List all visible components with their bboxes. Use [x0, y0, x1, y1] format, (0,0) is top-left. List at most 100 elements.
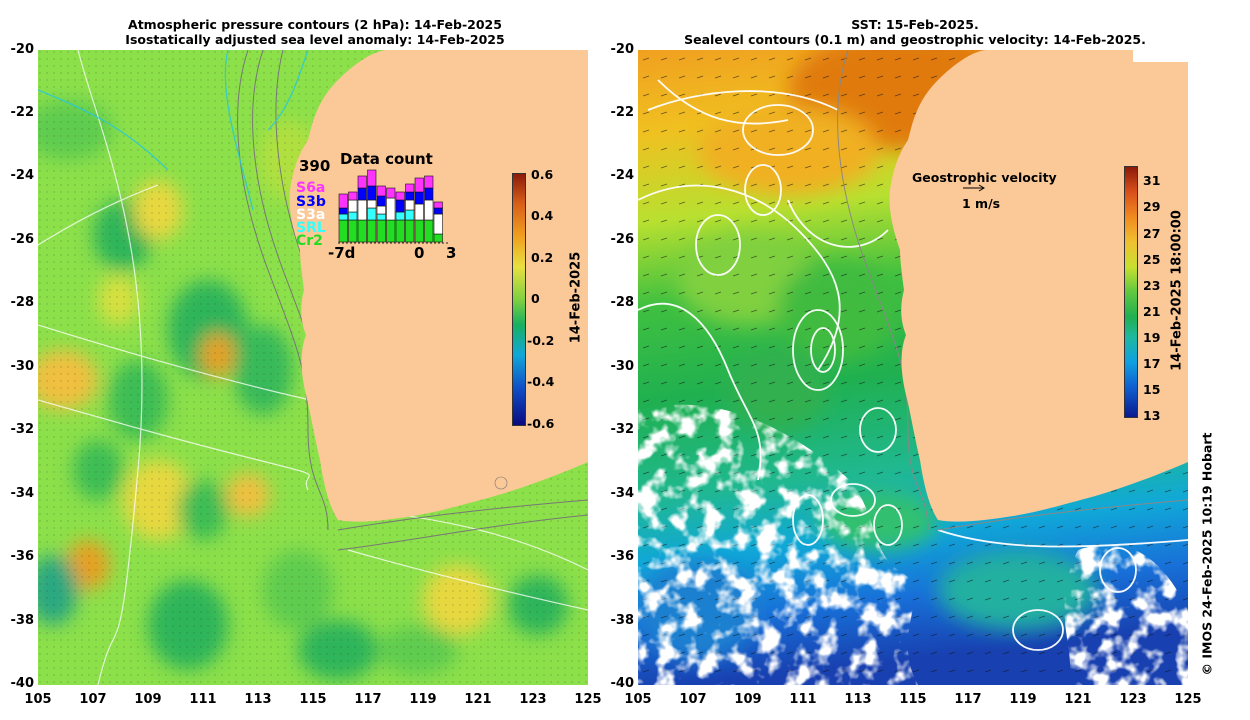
- data-count-bar-segment: [395, 219, 405, 243]
- satellite-label-s6a: S6a: [296, 180, 326, 196]
- data-count-bar-segment: [386, 219, 396, 243]
- data-count-bar-segment: [367, 199, 377, 209]
- sst-colorbar-tick: 21: [1143, 304, 1161, 319]
- anomaly-colorbar-tick: -0.4: [527, 374, 555, 389]
- sst-map: [638, 50, 1188, 685]
- data-count-bar-segment: [405, 183, 415, 193]
- anomaly-map-graphic: [38, 50, 588, 685]
- data-count-bar-segment: [338, 219, 348, 243]
- data-count-bar-segment: [395, 191, 405, 201]
- data-count-bar-segment: [357, 219, 367, 243]
- right-y-tick: -22: [610, 105, 635, 120]
- right-title-line1: SST: 15-Feb-2025.: [851, 17, 979, 32]
- satellite-label-s3b: S3b: [296, 194, 326, 210]
- left-y-tick: -34: [10, 486, 35, 501]
- right-x-tick: 125: [1174, 692, 1202, 707]
- data-count-bar-segment: [424, 187, 434, 201]
- data-count-x-tick: -7d: [328, 244, 356, 262]
- left-x-tick: 111: [189, 692, 217, 707]
- data-count-bar-segment: [357, 199, 367, 221]
- left-title-line1: Atmospheric pressure contours (2 hPa): 1…: [128, 17, 502, 32]
- sst-map-graphic: [638, 50, 1188, 685]
- data-count-bar-segment: [433, 233, 443, 243]
- data-count-bar-segment: [376, 195, 386, 207]
- left-y-tick: -38: [10, 613, 35, 628]
- sst-colorbar-tick: 15: [1143, 382, 1161, 397]
- left-y-tick: -20: [10, 42, 35, 57]
- velocity-legend-title: Geostrophic velocity: [912, 170, 1057, 185]
- data-count-x-tick: 0: [414, 244, 425, 262]
- velocity-legend-scale: 1 m/s: [962, 196, 1001, 211]
- data-count-bar-segment: [433, 207, 443, 215]
- data-count-bar-segment: [376, 213, 386, 221]
- sst-colorbar-tick: 13: [1143, 408, 1161, 423]
- satellite-label-srl: SRL: [296, 220, 326, 236]
- left-x-tick: 115: [299, 692, 327, 707]
- sst-colorbar-tick: 25: [1143, 252, 1161, 267]
- data-count-bar-segment: [395, 211, 405, 221]
- left-y-tick: -32: [10, 422, 35, 437]
- data-count-bar-segment: [357, 187, 367, 201]
- sst-colorbar-tick: 19: [1143, 330, 1161, 345]
- right-x-tick: 111: [789, 692, 817, 707]
- sea-level-anomaly-map: [38, 50, 588, 685]
- data-count-bar-segment: [424, 219, 434, 243]
- right-title-line2: Sealevel contours (0.1 m) and geostrophi…: [684, 32, 1146, 47]
- right-x-tick: 117: [954, 692, 982, 707]
- left-y-tick: -26: [10, 232, 35, 247]
- left-x-tick: 113: [244, 692, 272, 707]
- data-count-bar-segment: [433, 213, 443, 235]
- data-count-bar-segment: [348, 219, 358, 243]
- data-count-bar-segment: [433, 201, 443, 209]
- anomaly-colorbar-gradient: [512, 173, 526, 426]
- left-x-tick: 123: [519, 692, 547, 707]
- data-count-bar-segment: [367, 169, 377, 187]
- left-x-tick: 117: [354, 692, 382, 707]
- satellite-label-cr2: Cr2: [296, 233, 323, 249]
- left-x-tick: 119: [409, 692, 437, 707]
- left-panel-title: Atmospheric pressure contours (2 hPa): 1…: [40, 17, 590, 47]
- right-y-tick: -40: [610, 676, 635, 691]
- data-count-bar-segment: [405, 199, 415, 211]
- right-x-tick: 115: [899, 692, 927, 707]
- data-count-bar-segment: [395, 199, 405, 213]
- right-y-tick: -24: [610, 168, 635, 183]
- data-count-bar-segment: [405, 209, 415, 221]
- left-y-tick: -40: [10, 676, 35, 691]
- right-y-tick: -28: [610, 295, 635, 310]
- right-y-tick: -26: [610, 232, 635, 247]
- data-count-bar-chart: [338, 169, 448, 244]
- data-count-bar-segment: [405, 219, 415, 243]
- data-count-x-tick: 3: [446, 244, 457, 262]
- right-panel-title: SST: 15-Feb-2025. Sealevel contours (0.1…: [640, 17, 1190, 47]
- right-y-tick: -34: [610, 486, 635, 501]
- anomaly-colorbar-tick: 0.4: [531, 208, 554, 223]
- anomaly-colorbar-label: 14-Feb-2025: [568, 251, 584, 344]
- anomaly-colorbar-tick: 0.6: [531, 167, 554, 182]
- left-y-tick: -22: [10, 105, 35, 120]
- data-count-bar-segment: [386, 197, 396, 221]
- data-count-max: 390: [299, 157, 331, 175]
- data-count-bar-segment: [376, 219, 386, 243]
- sst-colorbar-tick: 31: [1143, 173, 1161, 188]
- left-x-tick: 125: [574, 692, 602, 707]
- data-count-bar-segment: [414, 203, 424, 221]
- left-y-tick: -24: [10, 168, 35, 183]
- right-y-tick: -32: [610, 422, 635, 437]
- anomaly-colorbar-tick: 0: [531, 291, 540, 306]
- data-count-bar-segment: [357, 175, 367, 189]
- data-count-bar-segment: [367, 207, 377, 221]
- right-x-tick: 123: [1119, 692, 1147, 707]
- left-x-tick: 107: [79, 692, 107, 707]
- data-count-bar-segment: [424, 199, 434, 221]
- left-x-tick: 109: [134, 692, 162, 707]
- anomaly-colorbar-tick: -0.6: [527, 416, 555, 431]
- data-count-bar-segment: [348, 199, 358, 213]
- right-y-tick: -20: [610, 42, 635, 57]
- credit-text: © IMOS 24-Feb-2025 10:19 Hobart: [1199, 432, 1215, 676]
- left-y-tick: -28: [10, 295, 35, 310]
- data-count-bar-segment: [405, 191, 415, 201]
- right-x-tick: 105: [624, 692, 652, 707]
- sst-colorbar-tick: 17: [1143, 356, 1161, 371]
- data-count-bar-segment: [338, 207, 348, 215]
